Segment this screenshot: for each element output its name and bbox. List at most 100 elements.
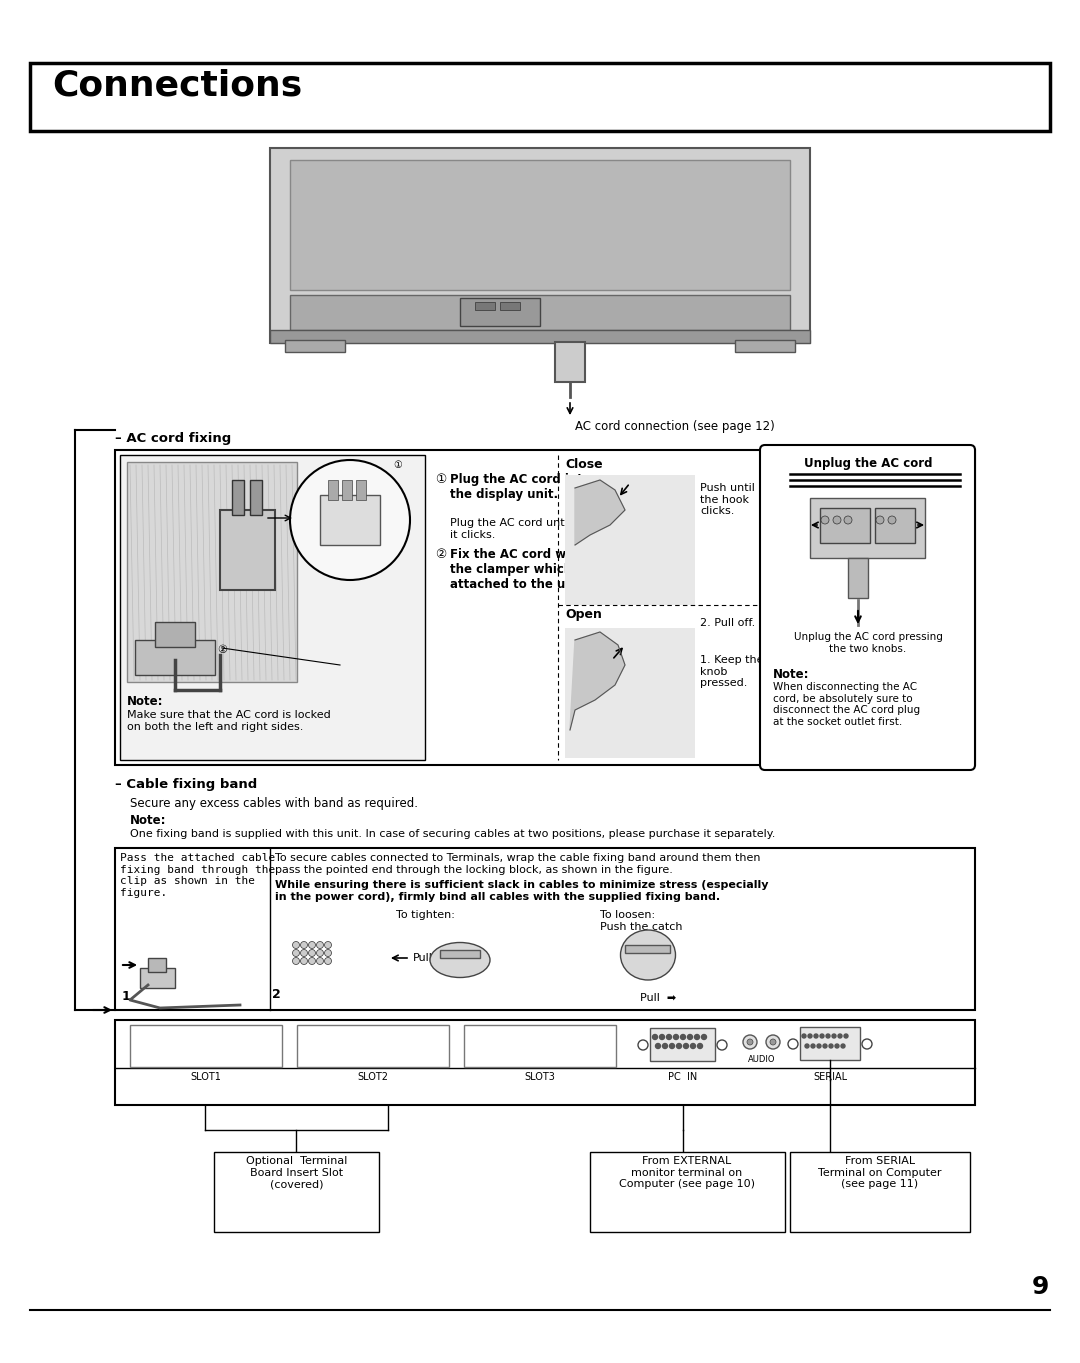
Circle shape — [888, 517, 896, 523]
Circle shape — [826, 1035, 831, 1039]
Bar — [214, 1152, 379, 1232]
Circle shape — [717, 1040, 727, 1050]
Circle shape — [309, 950, 315, 957]
Text: SLOT2: SLOT2 — [357, 1073, 389, 1082]
Bar — [650, 1028, 715, 1060]
Circle shape — [670, 1044, 675, 1048]
Text: SLOT1: SLOT1 — [190, 1073, 221, 1082]
Text: ①: ① — [435, 473, 446, 487]
Circle shape — [688, 1035, 692, 1040]
Circle shape — [816, 1044, 821, 1048]
Circle shape — [694, 1035, 700, 1040]
Text: 1. Keep the
knob
pressed.: 1. Keep the knob pressed. — [700, 656, 764, 688]
Circle shape — [833, 517, 841, 523]
Bar — [156, 622, 195, 647]
Text: AUDIO: AUDIO — [748, 1055, 775, 1065]
Circle shape — [805, 1044, 809, 1048]
Text: ②: ② — [435, 548, 446, 562]
Circle shape — [821, 517, 829, 523]
Bar — [114, 1020, 975, 1105]
Bar — [291, 159, 789, 290]
Text: When disconnecting the AC
cord, be absolutely sure to
disconnect the AC cord plu: When disconnecting the AC cord, be absol… — [773, 682, 920, 726]
Bar — [464, 1025, 616, 1067]
Text: Push until
the hook
clicks.: Push until the hook clicks. — [700, 483, 755, 517]
Circle shape — [638, 1040, 648, 1050]
Bar — [475, 303, 495, 309]
Text: Note:: Note: — [127, 695, 163, 707]
Circle shape — [293, 957, 299, 965]
Bar — [320, 495, 380, 545]
Circle shape — [652, 1035, 658, 1040]
Circle shape — [316, 957, 324, 965]
Circle shape — [843, 517, 852, 523]
Circle shape — [680, 1035, 686, 1040]
Text: 1: 1 — [122, 990, 131, 1003]
Circle shape — [835, 1044, 839, 1048]
Text: Pull: Pull — [413, 953, 433, 964]
Text: Note:: Note: — [773, 668, 810, 682]
Circle shape — [862, 1039, 872, 1050]
Text: Make sure that the AC cord is locked
on both the left and right sides.: Make sure that the AC cord is locked on … — [127, 710, 330, 732]
Bar — [120, 455, 426, 761]
Text: Open: Open — [565, 608, 602, 622]
Text: AC cord connection (see page 12): AC cord connection (see page 12) — [575, 420, 774, 433]
Bar — [565, 628, 696, 758]
Bar — [565, 474, 696, 605]
Circle shape — [316, 942, 324, 949]
Bar — [789, 1152, 970, 1232]
Text: Unplug the AC cord: Unplug the AC cord — [804, 457, 932, 470]
Ellipse shape — [621, 930, 675, 980]
Circle shape — [662, 1044, 667, 1048]
Circle shape — [309, 942, 315, 949]
Bar — [342, 480, 352, 500]
Text: Note:: Note: — [130, 814, 166, 827]
Circle shape — [766, 1035, 780, 1050]
Text: SLOT3: SLOT3 — [525, 1073, 555, 1082]
Circle shape — [802, 1035, 806, 1039]
Circle shape — [660, 1035, 664, 1040]
Polygon shape — [575, 480, 625, 545]
Text: PC  IN: PC IN — [669, 1073, 698, 1082]
Circle shape — [690, 1044, 696, 1048]
Text: Secure any excess cables with band as required.: Secure any excess cables with band as re… — [130, 797, 418, 810]
Bar — [270, 330, 810, 343]
Bar — [820, 508, 870, 542]
Text: 2. Pull off.: 2. Pull off. — [700, 617, 755, 628]
Circle shape — [820, 1035, 824, 1039]
Text: To secure cables connected to Terminals, wrap the cable fixing band around them : To secure cables connected to Terminals,… — [275, 853, 760, 875]
FancyBboxPatch shape — [760, 444, 975, 770]
Bar — [328, 480, 338, 500]
Circle shape — [291, 459, 410, 581]
Circle shape — [324, 942, 332, 949]
Circle shape — [843, 1035, 848, 1039]
Bar — [232, 480, 244, 515]
Text: Pass the attached cable
fixing band through the
clip as shown in the
figure.: Pass the attached cable fixing band thro… — [120, 853, 275, 898]
Bar — [625, 945, 670, 953]
Text: Unplug the AC cord pressing
the two knobs.: Unplug the AC cord pressing the two knob… — [794, 632, 943, 654]
Bar — [127, 462, 297, 682]
Circle shape — [832, 1035, 836, 1039]
Circle shape — [656, 1044, 661, 1048]
Circle shape — [324, 950, 332, 957]
Bar — [735, 339, 795, 352]
Circle shape — [300, 957, 308, 965]
Bar — [460, 298, 540, 326]
Bar — [500, 303, 519, 309]
Bar — [800, 1026, 860, 1060]
Text: To tighten:: To tighten: — [395, 910, 455, 920]
Bar — [220, 510, 275, 590]
Circle shape — [676, 1044, 681, 1048]
Circle shape — [702, 1035, 706, 1040]
Text: Plug the AC cord until
it clicks.: Plug the AC cord until it clicks. — [450, 518, 571, 540]
Circle shape — [698, 1044, 702, 1048]
Text: ①: ① — [393, 459, 403, 470]
Bar — [555, 342, 585, 382]
Polygon shape — [570, 632, 625, 731]
Bar — [875, 508, 915, 542]
Circle shape — [788, 1039, 798, 1050]
Bar — [810, 497, 924, 557]
Text: – Cable fixing band: – Cable fixing band — [114, 778, 257, 791]
Circle shape — [829, 1044, 833, 1048]
Circle shape — [309, 957, 315, 965]
Circle shape — [876, 517, 885, 523]
